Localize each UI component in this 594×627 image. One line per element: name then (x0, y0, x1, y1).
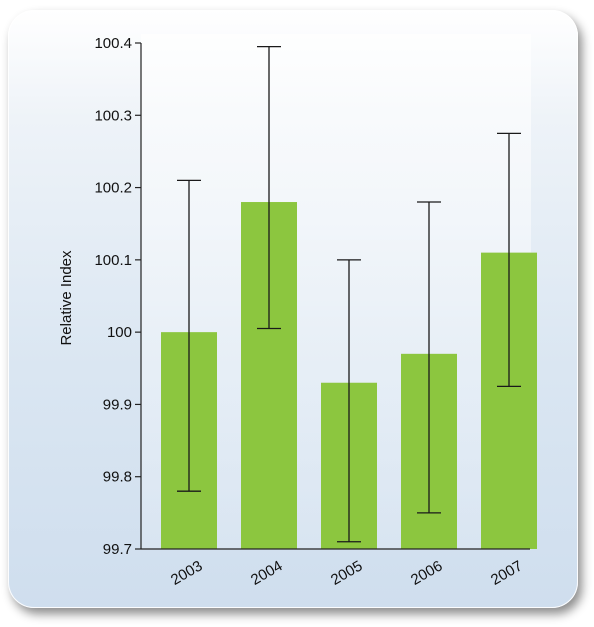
x-tick-label: 2006 (408, 557, 445, 588)
y-axis-title: Relative Index (58, 250, 75, 346)
y-ticks-layer: 99.7 99.8 99.9 100 100.1 100.2 100.3 100.4 (94, 35, 141, 558)
x-tick-label: 2007 (488, 557, 525, 588)
y-tick-label: 100.3 (94, 107, 132, 124)
y-tick-label: 99.8 (103, 469, 132, 486)
y-tick-label: 99.9 (103, 396, 132, 413)
y-tick-label: 100 (107, 324, 132, 341)
y-tick-label: 100.1 (94, 252, 132, 269)
x-tick-label: 2004 (248, 557, 285, 588)
y-tick-label: 99.7 (103, 541, 132, 558)
error-bars-layer (177, 45, 521, 543)
y-tick-label: 100.2 (94, 180, 132, 197)
x-tick-label: 2003 (168, 557, 205, 588)
y-tick-label: 100.4 (94, 35, 132, 52)
x-tick-label: 2005 (328, 557, 365, 588)
axes-layer (140, 43, 530, 550)
x-tick-labels-layer: 2003 2004 2005 2006 2007 (168, 557, 525, 588)
